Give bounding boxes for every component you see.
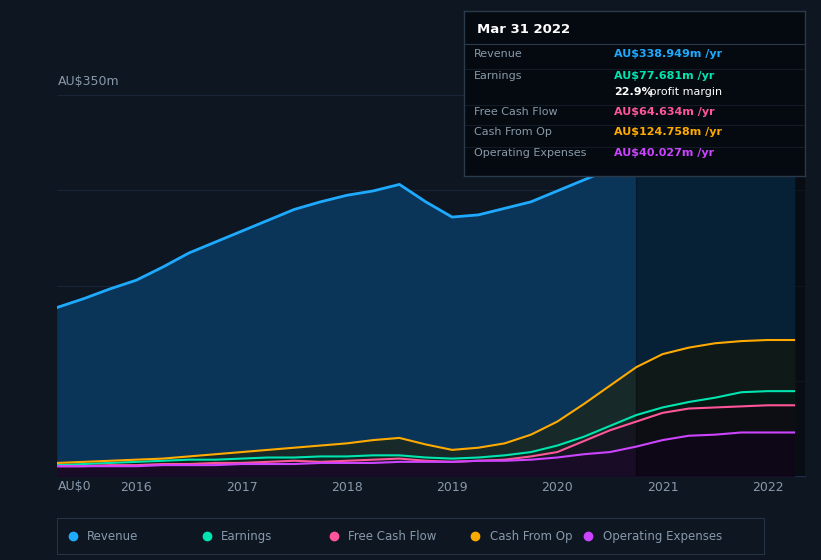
Text: AU$350m: AU$350m [57, 74, 119, 87]
Text: Free Cash Flow: Free Cash Flow [348, 530, 437, 543]
Text: AU$0: AU$0 [57, 480, 91, 493]
Text: Cash From Op: Cash From Op [474, 127, 552, 137]
Text: AU$338.949m /yr: AU$338.949m /yr [614, 49, 722, 59]
Text: Cash From Op: Cash From Op [489, 530, 572, 543]
Text: Earnings: Earnings [474, 71, 523, 81]
Text: AU$40.027m /yr: AU$40.027m /yr [614, 148, 714, 158]
Text: Revenue: Revenue [87, 530, 139, 543]
Bar [636, 95, 805, 476]
Text: Revenue: Revenue [474, 49, 523, 59]
Text: AU$77.681m /yr: AU$77.681m /yr [614, 71, 714, 81]
Text: Operating Expenses: Operating Expenses [603, 530, 722, 543]
Text: profit margin: profit margin [646, 87, 722, 97]
Text: Operating Expenses: Operating Expenses [474, 148, 586, 158]
Text: Mar 31 2022: Mar 31 2022 [478, 23, 571, 36]
Text: Free Cash Flow: Free Cash Flow [474, 107, 557, 117]
Text: AU$124.758m /yr: AU$124.758m /yr [614, 127, 722, 137]
Text: Earnings: Earnings [222, 530, 273, 543]
Text: AU$64.634m /yr: AU$64.634m /yr [614, 107, 714, 117]
Text: 22.9%: 22.9% [614, 87, 653, 97]
